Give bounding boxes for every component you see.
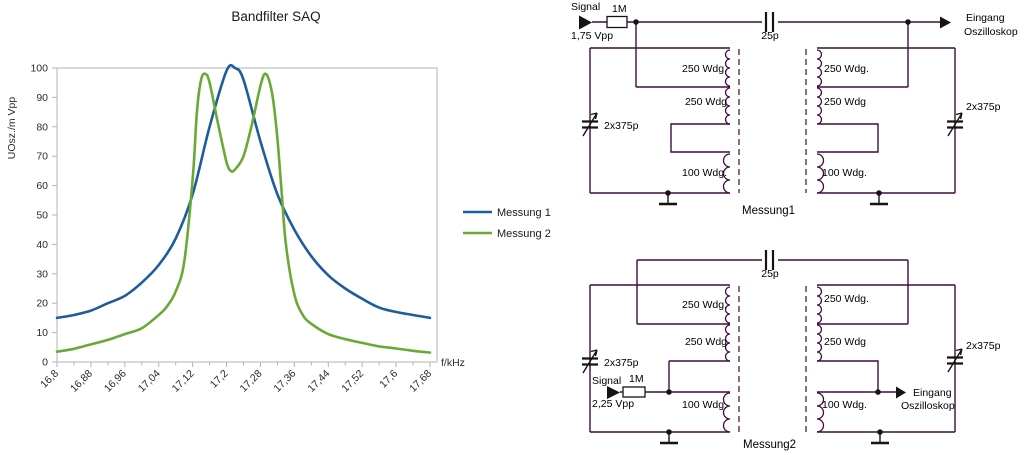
m1-junction <box>876 190 882 196</box>
m2-signal-source-icon <box>607 386 620 399</box>
y-tick-label: 30 <box>36 268 48 280</box>
y-tick-label: 100 <box>30 63 48 75</box>
y-tick-label: 80 <box>36 121 48 133</box>
m1-left-coil <box>722 49 731 194</box>
m1-coupling-cap-icon <box>764 12 775 32</box>
m2-winding-label: 250 Wdg. <box>824 293 869 305</box>
m1-output-arrow-icon <box>940 16 951 29</box>
m2-signal-label: Signal <box>592 375 621 387</box>
m2-junction <box>666 429 672 435</box>
m2-winding-label: 250 Wdg <box>685 336 727 348</box>
messung2-circuit: Signal 1M 2,25 Vpp 25p 2x375p 2x375p 250… <box>582 250 1001 451</box>
m2-left-coil <box>722 286 731 433</box>
m1-signal-label: Signal <box>571 1 600 13</box>
m1-junction <box>633 19 639 25</box>
m2-output-arrow-icon <box>896 386 906 399</box>
m2-right-cap-label: 2x375p <box>966 340 1001 352</box>
m1-winding-label: 250 Wdg. <box>682 63 727 75</box>
m2-right-tuning-cap-icon <box>947 348 963 373</box>
y-tick-label: 0 <box>42 357 48 369</box>
y-tick-label: 60 <box>36 180 48 192</box>
y-tick-label: 90 <box>36 92 48 104</box>
messung1-circuit: Signal 1M 1,75 Vpp 25p 2x375p 2x375p 250… <box>571 1 1018 217</box>
m2-left-tuning-cap-icon <box>582 349 598 374</box>
m1-signal-level: 1,75 Vpp <box>571 30 613 42</box>
y-tick-label: 70 <box>36 151 48 163</box>
y-tick-label: 20 <box>36 298 48 310</box>
x-axis-label: f/kHz <box>441 357 465 369</box>
m2-right-coil <box>816 286 825 433</box>
m2-junction <box>666 389 672 395</box>
legend-label: Messung 2 <box>497 228 551 240</box>
m1-winding-label: 100 Wdg. <box>682 167 727 179</box>
legend-label: Messung 1 <box>497 207 551 219</box>
series-line-messung-2 <box>55 72 432 354</box>
m2-winding-label: 250 Wdg. <box>682 299 727 311</box>
m1-signal-source-icon <box>579 15 592 30</box>
m1-wires <box>589 21 956 194</box>
m1-winding-label: 250 Wdg. <box>824 63 869 75</box>
m2-junction <box>877 429 883 435</box>
m2-coupling-cap-icon <box>764 250 775 270</box>
chart-title: Bandfilter SAQ <box>231 9 320 24</box>
m1-left-tuning-cap-icon <box>582 112 598 137</box>
m1-right-cap-label: 2x375p <box>966 101 1001 113</box>
m1-winding-label: 250 Wdg <box>685 96 727 108</box>
y-tick-label: 40 <box>36 239 48 251</box>
m1-series-resistor <box>606 15 628 29</box>
series-line-messung-1 <box>55 63 432 320</box>
m1-resistor-label: 1M <box>612 3 627 15</box>
m1-right-coil <box>816 49 825 194</box>
m2-winding-label: 100 Wdg. <box>682 399 727 411</box>
y-tick-label: 10 <box>36 327 48 339</box>
m2-junction <box>875 389 881 395</box>
m1-output-label-2: Oszilloskop <box>964 26 1018 38</box>
m2-left-cap-label: 2x375p <box>604 357 639 369</box>
m2-coupling-cap-label: 25p <box>761 268 779 280</box>
m1-winding-label: 250 Wdg <box>824 96 866 108</box>
y-axis-label: UOsz./m Vpp <box>6 97 18 160</box>
m1-coupling-cap-label: 25p <box>761 30 779 42</box>
m1-junction <box>665 190 671 196</box>
m2-resistor-label: 1M <box>629 373 644 385</box>
m1-output-label-1: Eingang <box>966 12 1005 24</box>
m1-left-cap-label: 2x375p <box>604 120 639 132</box>
m1-winding-label: 100 Wdg. <box>822 167 867 179</box>
m2-output-label-2: Oszilloskop <box>901 400 955 412</box>
m2-signal-level: 2,25 Vpp <box>592 398 634 410</box>
bandfilter-chart: Bandfilter SAQ010203040506070809010016,8… <box>6 9 551 395</box>
m2-output-label-1: Eingang <box>913 387 952 399</box>
y-tick-label: 50 <box>36 210 48 222</box>
m2-title: Messung2 <box>743 439 796 451</box>
m1-right-tuning-cap-icon <box>947 112 963 137</box>
m2-winding-label: 250 Wdg <box>824 336 866 348</box>
m2-winding-label: 100 Wdg. <box>822 399 867 411</box>
m2-series-resistor <box>622 386 646 398</box>
m1-junction <box>905 19 911 25</box>
m1-title: Messung1 <box>742 205 795 217</box>
